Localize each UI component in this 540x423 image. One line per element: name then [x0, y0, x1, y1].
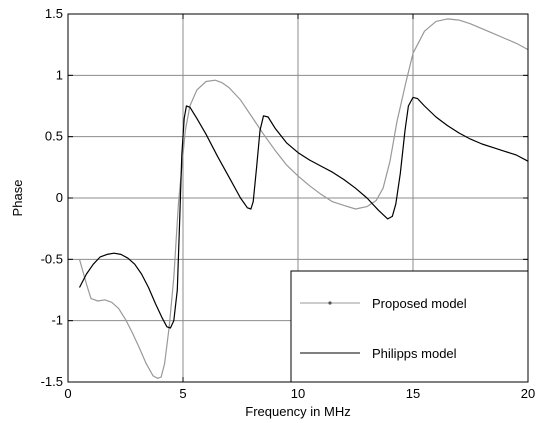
y-tick-label: -1 — [51, 313, 63, 328]
legend: Proposed model Philipps model — [290, 270, 529, 383]
legend-label-philipps: Philipps model — [372, 346, 457, 361]
y-tick-label: 1.5 — [45, 6, 63, 21]
y-tick-label: 0 — [56, 190, 63, 205]
y-tick-labels: -1.5 -1 -0.5 0 0.5 1 1.5 — [41, 6, 63, 389]
series-line-philipps — [78, 96, 529, 329]
legend-label-proposed: Proposed model — [372, 296, 467, 311]
x-tick-label: 0 — [64, 386, 71, 401]
legend-marker-proposed — [328, 301, 332, 305]
x-tick-labels: 0 5 10 15 20 — [64, 386, 535, 401]
y-tick-label: -1.5 — [41, 374, 63, 389]
x-tick-label: 10 — [291, 386, 305, 401]
y-tick-label: 1 — [56, 67, 63, 82]
y-axis-label: Phase — [10, 180, 25, 217]
legend-box — [290, 270, 529, 383]
x-tick-label: 15 — [406, 386, 420, 401]
x-tick-label: 20 — [521, 386, 535, 401]
x-tick-label: 5 — [179, 386, 186, 401]
y-tick-label: 0.5 — [45, 129, 63, 144]
x-axis-label: Frequency in MHz — [245, 404, 350, 419]
series-lines — [78, 18, 529, 379]
grid-lines — [68, 14, 528, 382]
y-tick-label: -0.5 — [41, 251, 63, 266]
series-line-proposed — [78, 18, 529, 379]
